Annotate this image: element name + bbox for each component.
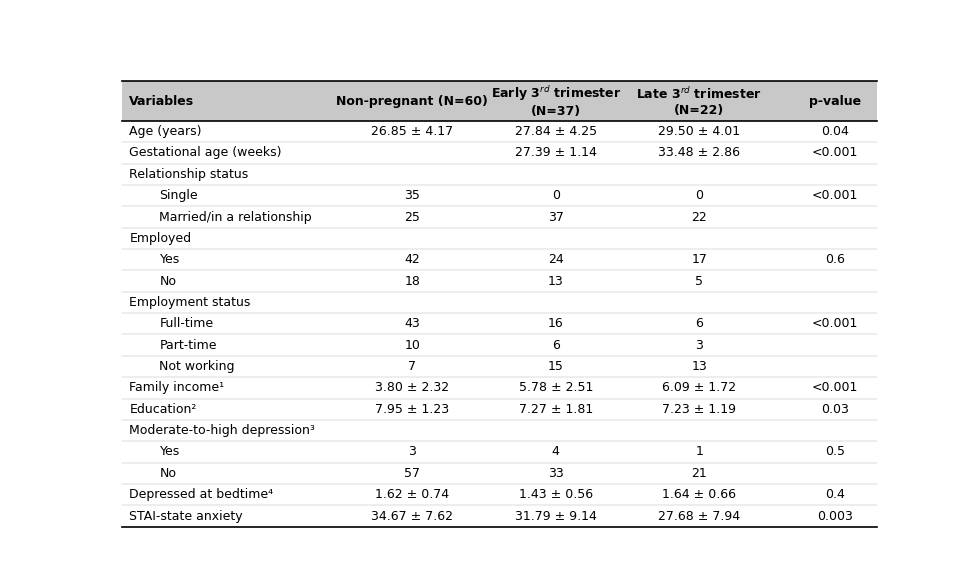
Text: 6: 6 — [552, 339, 560, 352]
Text: 7: 7 — [408, 360, 416, 373]
Text: 21: 21 — [692, 467, 707, 480]
Text: 6.09 ± 1.72: 6.09 ± 1.72 — [662, 381, 736, 394]
Text: Moderate-to-high depression³: Moderate-to-high depression³ — [130, 424, 316, 437]
Text: 31.79 ± 9.14: 31.79 ± 9.14 — [515, 510, 597, 523]
Text: 3: 3 — [408, 446, 416, 458]
Text: 7.23 ± 1.19: 7.23 ± 1.19 — [662, 403, 736, 416]
Text: p-value: p-value — [809, 95, 861, 107]
Text: Gestational age (weeks): Gestational age (weeks) — [130, 147, 281, 159]
Text: 33.48 ± 2.86: 33.48 ± 2.86 — [658, 147, 740, 159]
Text: <0.001: <0.001 — [812, 317, 858, 331]
Text: 33: 33 — [548, 467, 564, 480]
Text: 27.39 ± 1.14: 27.39 ± 1.14 — [515, 147, 597, 159]
Text: Non-pregnant (N=60): Non-pregnant (N=60) — [336, 95, 488, 107]
Text: No: No — [160, 467, 176, 480]
Text: 3: 3 — [695, 339, 703, 352]
Text: 16: 16 — [548, 317, 564, 331]
Text: Full-time: Full-time — [160, 317, 213, 331]
Text: 0.6: 0.6 — [825, 253, 845, 266]
Text: Employed: Employed — [130, 232, 192, 245]
Text: 24: 24 — [548, 253, 564, 266]
Text: 10: 10 — [404, 339, 421, 352]
Text: 0.03: 0.03 — [821, 403, 849, 416]
Text: 35: 35 — [404, 189, 421, 202]
Text: 43: 43 — [404, 317, 420, 331]
Text: 0.4: 0.4 — [825, 488, 845, 501]
Text: Yes: Yes — [160, 446, 180, 458]
Text: 57: 57 — [404, 467, 421, 480]
Text: Age (years): Age (years) — [130, 125, 202, 138]
Text: 17: 17 — [692, 253, 707, 266]
Text: 27.84 ± 4.25: 27.84 ± 4.25 — [514, 125, 597, 138]
Text: 25: 25 — [404, 210, 421, 224]
Text: 5.78 ± 2.51: 5.78 ± 2.51 — [518, 381, 593, 394]
Text: STAI-state anxiety: STAI-state anxiety — [130, 510, 243, 523]
Text: <0.001: <0.001 — [812, 189, 858, 202]
Text: Variables: Variables — [130, 95, 195, 107]
Text: Not working: Not working — [160, 360, 235, 373]
Text: 1: 1 — [695, 446, 703, 458]
Text: 5: 5 — [695, 274, 703, 287]
Text: 15: 15 — [547, 360, 564, 373]
Text: 26.85 ± 4.17: 26.85 ± 4.17 — [371, 125, 454, 138]
Text: Yes: Yes — [160, 253, 180, 266]
Text: Family income¹: Family income¹ — [130, 381, 224, 394]
Text: Late 3$^{rd}$ trimester
(N=22): Late 3$^{rd}$ trimester (N=22) — [636, 86, 762, 117]
Text: 13: 13 — [692, 360, 707, 373]
Text: 4: 4 — [552, 446, 560, 458]
Text: 6: 6 — [695, 317, 703, 331]
Text: 18: 18 — [404, 274, 421, 287]
Text: 7.27 ± 1.81: 7.27 ± 1.81 — [519, 403, 593, 416]
Text: 0.5: 0.5 — [825, 446, 845, 458]
Text: 1.62 ± 0.74: 1.62 ± 0.74 — [375, 488, 449, 501]
Text: 37: 37 — [547, 210, 564, 224]
Text: 13: 13 — [548, 274, 564, 287]
Text: <0.001: <0.001 — [812, 381, 858, 394]
Text: 34.67 ± 7.62: 34.67 ± 7.62 — [371, 510, 453, 523]
Text: Early 3$^{rd}$ trimester
(N=37): Early 3$^{rd}$ trimester (N=37) — [491, 84, 621, 118]
Text: 0: 0 — [695, 189, 703, 202]
Text: Employment status: Employment status — [130, 296, 250, 309]
Bar — [122, 81, 877, 121]
Text: 1.43 ± 0.56: 1.43 ± 0.56 — [519, 488, 593, 501]
Text: 1.64 ± 0.66: 1.64 ± 0.66 — [662, 488, 736, 501]
Text: 7.95 ± 1.23: 7.95 ± 1.23 — [375, 403, 449, 416]
Text: Education²: Education² — [130, 403, 197, 416]
Text: Relationship status: Relationship status — [130, 168, 248, 181]
Text: 42: 42 — [404, 253, 420, 266]
Text: 29.50 ± 4.01: 29.50 ± 4.01 — [658, 125, 740, 138]
Text: Depressed at bedtime⁴: Depressed at bedtime⁴ — [130, 488, 274, 501]
Text: Single: Single — [160, 189, 198, 202]
Text: <0.001: <0.001 — [812, 147, 858, 159]
Text: 0: 0 — [552, 189, 560, 202]
Text: No: No — [160, 274, 176, 287]
Text: Part-time: Part-time — [160, 339, 217, 352]
Text: Married/in a relationship: Married/in a relationship — [160, 210, 312, 224]
Text: 27.68 ± 7.94: 27.68 ± 7.94 — [658, 510, 740, 523]
Text: 22: 22 — [692, 210, 707, 224]
Text: 3.80 ± 2.32: 3.80 ± 2.32 — [375, 381, 449, 394]
Text: 0.003: 0.003 — [817, 510, 853, 523]
Text: 0.04: 0.04 — [821, 125, 849, 138]
